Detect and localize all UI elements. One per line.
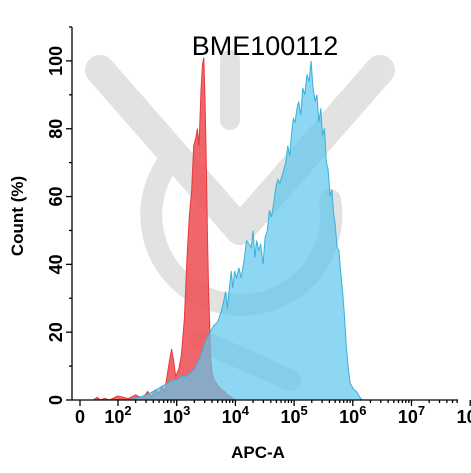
x-tick-label: 102 xyxy=(104,403,131,427)
x-tick-label: 0 xyxy=(75,407,85,427)
y-tick-label: 100 xyxy=(46,46,66,76)
x-tick-label: 107 xyxy=(398,403,425,427)
y-tick-label: 0 xyxy=(46,395,66,405)
x-tick-label: 105 xyxy=(280,403,307,427)
x-tick-label: 106 xyxy=(339,403,366,427)
y-axis-title: Count (%) xyxy=(8,176,27,256)
axes: 0 20 40 60 80 100 0 102 103 104 105 106 107 108 xyxy=(46,26,471,427)
chart-title: BME100112 xyxy=(192,31,339,61)
plot-area xyxy=(91,57,364,401)
x-axis-title: APC-A xyxy=(231,443,285,462)
x-tick-label: 108 xyxy=(457,403,471,427)
y-tick-label: 80 xyxy=(46,119,66,139)
y-tick-label: 40 xyxy=(46,254,66,274)
x-tick-label: 104 xyxy=(222,403,250,427)
x-tick-label: 103 xyxy=(163,403,190,427)
y-tick-label: 20 xyxy=(46,322,66,342)
y-tick-label: 60 xyxy=(46,187,66,207)
histogram-series-2 xyxy=(128,60,364,401)
